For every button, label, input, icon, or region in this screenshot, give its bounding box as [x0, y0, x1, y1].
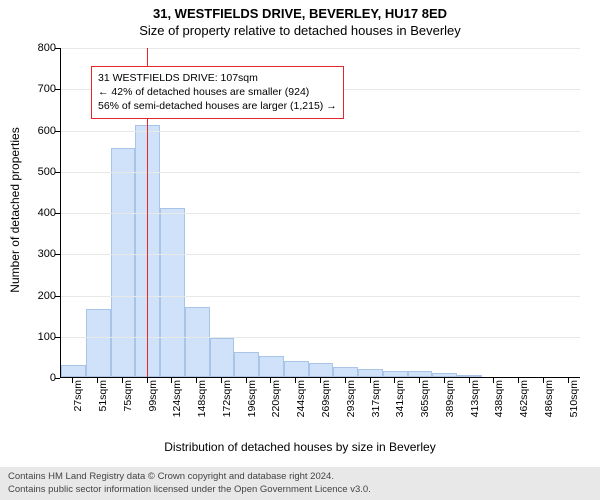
- x-tick-mark: [444, 378, 445, 383]
- gridline: [61, 213, 580, 214]
- page-title: 31, WESTFIELDS DRIVE, BEVERLEY, HU17 8ED: [0, 0, 600, 21]
- x-tick-mark: [171, 378, 172, 383]
- histogram-bar: [259, 356, 284, 377]
- x-tick-mark: [122, 378, 123, 383]
- x-tick-mark: [370, 378, 371, 383]
- annotation-line-3: 56% of semi-detached houses are larger (…: [98, 99, 337, 113]
- y-tick-mark: [55, 254, 60, 255]
- x-tick-mark: [196, 378, 197, 383]
- y-tick-label: 100: [0, 331, 56, 343]
- histogram-bar: [284, 361, 309, 378]
- y-tick-label: 300: [0, 248, 56, 260]
- x-tick-label: 341sqm: [394, 380, 406, 440]
- y-tick-mark: [55, 89, 60, 90]
- histogram-bar: [86, 309, 111, 377]
- gridline: [61, 337, 580, 338]
- annotation-line-2: ← 42% of detached houses are smaller (92…: [98, 85, 337, 99]
- x-tick-mark: [72, 378, 73, 383]
- gridline: [61, 254, 580, 255]
- x-tick-label: 124sqm: [171, 380, 183, 440]
- x-tick-label: 196sqm: [246, 380, 258, 440]
- footer: Contains HM Land Registry data © Crown c…: [0, 467, 600, 500]
- y-tick-mark: [55, 131, 60, 132]
- annotation-line-1: 31 WESTFIELDS DRIVE: 107sqm: [98, 71, 337, 85]
- x-tick-mark: [320, 378, 321, 383]
- y-tick-mark: [55, 48, 60, 49]
- histogram-bar: [210, 338, 235, 377]
- y-tick-mark: [55, 296, 60, 297]
- x-tick-label: 148sqm: [196, 380, 208, 440]
- x-tick-label: 486sqm: [543, 380, 555, 440]
- histogram-bar: [160, 208, 185, 377]
- histogram-bar: [457, 375, 482, 377]
- x-tick-mark: [97, 378, 98, 383]
- gridline: [61, 131, 580, 132]
- x-tick-mark: [518, 378, 519, 383]
- x-tick-mark: [270, 378, 271, 383]
- y-tick-label: 400: [0, 207, 56, 219]
- y-tick-label: 800: [0, 42, 56, 54]
- x-tick-label: 462sqm: [518, 380, 530, 440]
- x-tick-mark: [568, 378, 569, 383]
- y-tick-label: 0: [0, 372, 56, 384]
- x-tick-label: 220sqm: [270, 380, 282, 440]
- x-tick-mark: [295, 378, 296, 383]
- x-tick-mark: [419, 378, 420, 383]
- x-tick-mark: [469, 378, 470, 383]
- x-tick-label: 269sqm: [320, 380, 332, 440]
- x-tick-mark: [246, 378, 247, 383]
- x-tick-label: 244sqm: [295, 380, 307, 440]
- histogram-bar: [358, 369, 383, 377]
- footer-line-2: Contains public sector information licen…: [8, 484, 592, 496]
- x-tick-label: 75sqm: [122, 380, 134, 440]
- histogram-bar: [234, 352, 259, 377]
- x-tick-mark: [147, 378, 148, 383]
- y-tick-label: 700: [0, 83, 56, 95]
- x-tick-mark: [493, 378, 494, 383]
- y-tick-label: 600: [0, 125, 56, 137]
- annotation-box: 31 WESTFIELDS DRIVE: 107sqm ← 42% of det…: [91, 66, 344, 119]
- histogram-bar: [61, 365, 86, 377]
- x-tick-label: 317sqm: [370, 380, 382, 440]
- histogram-bar: [309, 363, 334, 377]
- footer-line-1: Contains HM Land Registry data © Crown c…: [8, 471, 592, 483]
- y-tick-label: 200: [0, 290, 56, 302]
- x-tick-label: 51sqm: [97, 380, 109, 440]
- histogram-bar: [432, 373, 457, 377]
- x-tick-label: 413sqm: [469, 380, 481, 440]
- page-subtitle: Size of property relative to detached ho…: [0, 21, 600, 38]
- plot-area: 31 WESTFIELDS DRIVE: 107sqm ← 42% of det…: [60, 48, 580, 378]
- gridline: [61, 172, 580, 173]
- x-tick-mark: [394, 378, 395, 383]
- x-tick-label: 365sqm: [419, 380, 431, 440]
- x-tick-label: 293sqm: [345, 380, 357, 440]
- x-tick-label: 99sqm: [147, 380, 159, 440]
- histogram-bar: [333, 367, 358, 377]
- y-tick-mark: [55, 172, 60, 173]
- x-tick-mark: [345, 378, 346, 383]
- x-tick-label: 438sqm: [493, 380, 505, 440]
- chart-container: Number of detached properties 31 WESTFIE…: [0, 40, 600, 460]
- gridline: [61, 296, 580, 297]
- x-axis-label: Distribution of detached houses by size …: [0, 440, 600, 454]
- y-tick-mark: [55, 337, 60, 338]
- histogram-bar: [185, 307, 210, 377]
- x-tick-label: 172sqm: [221, 380, 233, 440]
- x-tick-mark: [543, 378, 544, 383]
- y-tick-mark: [55, 213, 60, 214]
- x-tick-label: 27sqm: [72, 380, 84, 440]
- histogram-bar: [111, 148, 136, 377]
- x-tick-mark: [221, 378, 222, 383]
- gridline: [61, 48, 580, 49]
- x-tick-label: 510sqm: [568, 380, 580, 440]
- y-tick-label: 500: [0, 166, 56, 178]
- x-tick-label: 389sqm: [444, 380, 456, 440]
- histogram-bar: [408, 371, 433, 377]
- histogram-bar: [383, 371, 408, 377]
- y-tick-mark: [55, 378, 60, 379]
